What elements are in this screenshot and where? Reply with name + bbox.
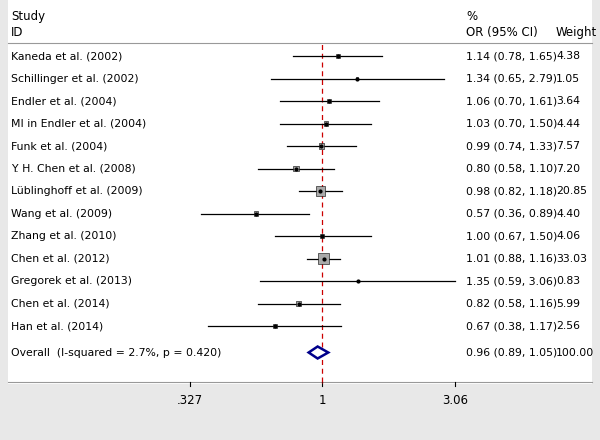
Bar: [293, 166, 299, 171]
Bar: [274, 324, 277, 328]
Text: Lüblinghoff et al. (2009): Lüblinghoff et al. (2009): [11, 186, 143, 196]
Text: 1.01 (0.88, 1.16): 1.01 (0.88, 1.16): [466, 253, 557, 264]
Bar: [336, 54, 340, 58]
Text: 5.99: 5.99: [556, 298, 580, 308]
Text: Chen et al. (2014): Chen et al. (2014): [11, 298, 110, 308]
Text: Schillinger et al. (2002): Schillinger et al. (2002): [11, 73, 139, 84]
Text: 0.57 (0.36, 0.89): 0.57 (0.36, 0.89): [466, 209, 557, 219]
Text: 1.06 (0.70, 1.61): 1.06 (0.70, 1.61): [466, 96, 557, 106]
Text: Y. H. Chen et al. (2008): Y. H. Chen et al. (2008): [11, 164, 136, 173]
Text: Endler et al. (2004): Endler et al. (2004): [11, 96, 116, 106]
Text: 1.35 (0.59, 3.06): 1.35 (0.59, 3.06): [466, 276, 557, 286]
Bar: [316, 187, 325, 195]
Text: 1.05: 1.05: [556, 73, 580, 84]
Text: Gregorek et al. (2013): Gregorek et al. (2013): [11, 276, 132, 286]
Text: 0.80 (0.58, 1.10): 0.80 (0.58, 1.10): [466, 164, 557, 173]
Text: ID: ID: [11, 26, 23, 39]
Text: Wang et al. (2009): Wang et al. (2009): [11, 209, 112, 219]
Text: Chen et al. (2012): Chen et al. (2012): [11, 253, 110, 264]
Text: 4.40: 4.40: [556, 209, 580, 219]
Text: Kaneda et al. (2002): Kaneda et al. (2002): [11, 51, 122, 61]
Text: 1.00 (0.67, 1.50): 1.00 (0.67, 1.50): [466, 231, 557, 241]
Bar: [318, 253, 329, 264]
Bar: [320, 234, 325, 238]
Text: 1.03 (0.70, 1.50): 1.03 (0.70, 1.50): [466, 118, 557, 128]
Text: 33.03: 33.03: [556, 253, 587, 264]
Text: 3.06: 3.06: [442, 393, 468, 407]
Text: 0.98 (0.82, 1.18): 0.98 (0.82, 1.18): [466, 186, 557, 196]
Text: Weight: Weight: [556, 26, 597, 39]
Text: Funk et al. (2004): Funk et al. (2004): [11, 141, 107, 151]
Bar: [254, 211, 258, 216]
Text: 4.06: 4.06: [556, 231, 580, 241]
Text: Overall  (I-squared = 2.7%, p = 0.420): Overall (I-squared = 2.7%, p = 0.420): [11, 348, 221, 357]
Text: Zhang et al. (2010): Zhang et al. (2010): [11, 231, 116, 241]
Text: Study: Study: [11, 10, 45, 22]
Text: 3.64: 3.64: [556, 96, 580, 106]
Text: 100.00: 100.00: [556, 348, 594, 357]
Text: 4.38: 4.38: [556, 51, 580, 61]
Text: 0.96 (0.89, 1.05): 0.96 (0.89, 1.05): [466, 348, 557, 357]
Text: 1: 1: [319, 393, 326, 407]
Text: 2.56: 2.56: [556, 321, 580, 331]
Bar: [357, 280, 359, 282]
Bar: [356, 77, 358, 80]
Text: 20.85: 20.85: [556, 186, 587, 196]
Polygon shape: [308, 347, 328, 359]
Bar: [296, 301, 301, 306]
Text: 4.44: 4.44: [556, 118, 580, 128]
Text: Han et al. (2014): Han et al. (2014): [11, 321, 103, 331]
Bar: [328, 99, 331, 103]
Text: .327: .327: [177, 393, 203, 407]
Text: OR (95% CI): OR (95% CI): [466, 26, 538, 39]
Text: 0.67 (0.38, 1.17): 0.67 (0.38, 1.17): [466, 321, 557, 331]
Text: 0.83: 0.83: [556, 276, 580, 286]
Text: MI in Endler et al. (2004): MI in Endler et al. (2004): [11, 118, 146, 128]
Text: 1.14 (0.78, 1.65): 1.14 (0.78, 1.65): [466, 51, 557, 61]
Bar: [324, 121, 328, 125]
Text: %: %: [466, 10, 477, 22]
Text: 0.82 (0.58, 1.16): 0.82 (0.58, 1.16): [466, 298, 557, 308]
Text: 0.99 (0.74, 1.33): 0.99 (0.74, 1.33): [466, 141, 557, 151]
Text: 7.20: 7.20: [556, 164, 580, 173]
Text: 7.57: 7.57: [556, 141, 580, 151]
Text: 1.34 (0.65, 2.79): 1.34 (0.65, 2.79): [466, 73, 557, 84]
Bar: [319, 143, 324, 149]
